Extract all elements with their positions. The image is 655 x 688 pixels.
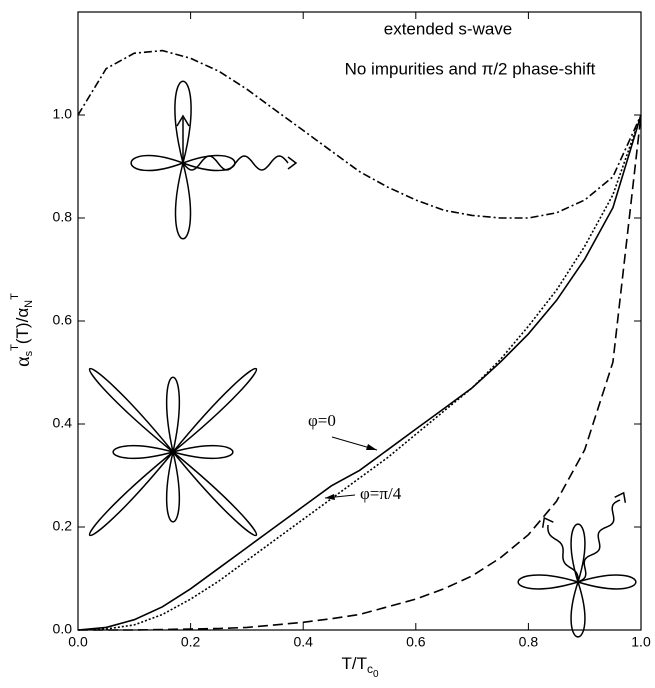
y-label-part: α [12,356,34,367]
x-tick-label: 0.4 [293,634,313,650]
annotation: φ=0 [308,411,336,430]
x-tick-label: 0.8 [519,634,539,650]
x-tick-label: 0.6 [406,634,426,650]
y-tick-label: 0.0 [53,621,73,637]
annotation: φ=π/4 [360,484,402,503]
arrowhead [541,516,554,528]
y-label-part: T [9,293,21,300]
line-series [77,114,642,631]
y-label-part: N [23,300,35,308]
x-label-part: c [367,662,373,676]
petal [165,451,181,523]
petal [577,574,637,590]
petal [517,574,579,590]
x-label-part: T/T [341,654,367,673]
wave-arrow [182,155,289,171]
x-label-part: 0 [373,669,379,680]
y-axis-label: αsT(T)/αNT [9,293,35,367]
petal [165,376,181,453]
petal [172,444,234,460]
y-tick-label: 1.0 [53,106,73,122]
annotation: extended s-wave [384,19,513,38]
line-series [77,114,642,631]
line-series [77,49,642,219]
y-tick-label: 0.6 [53,312,73,328]
petal [88,367,174,453]
arrowhead [325,494,335,500]
arrowhead [614,491,627,503]
diagrams [88,80,637,638]
x-tick-label: 0.2 [181,634,201,650]
line-series [78,114,642,631]
arrowhead [176,114,190,127]
arrowhead [366,444,377,450]
petal [172,367,258,453]
y-label-part: s [23,350,35,356]
y-tick-label: 0.8 [53,209,73,225]
x-tick-label: 1.0 [631,634,651,650]
x-tick-label: 0.0 [68,634,88,650]
wave-arrow [547,524,579,583]
petal [88,451,174,537]
arrowhead [287,156,298,170]
wave-arrow [577,499,621,583]
x-axis-label: T/Tc0 [341,654,379,679]
petal [174,162,192,240]
petal [182,154,236,172]
petal [130,154,184,172]
y-tick-label: 0.2 [53,518,73,534]
plot-frame [77,11,642,631]
annotation: No impurities and π/2 phase-shift [345,59,596,78]
petal [570,581,586,638]
y-tick-label: 0.4 [53,415,73,431]
petal [174,80,192,164]
y-label-part: T [9,344,21,351]
petal [570,523,586,583]
petal [172,451,258,537]
petal [112,444,174,460]
y-label-part: (T)/α [13,308,32,344]
